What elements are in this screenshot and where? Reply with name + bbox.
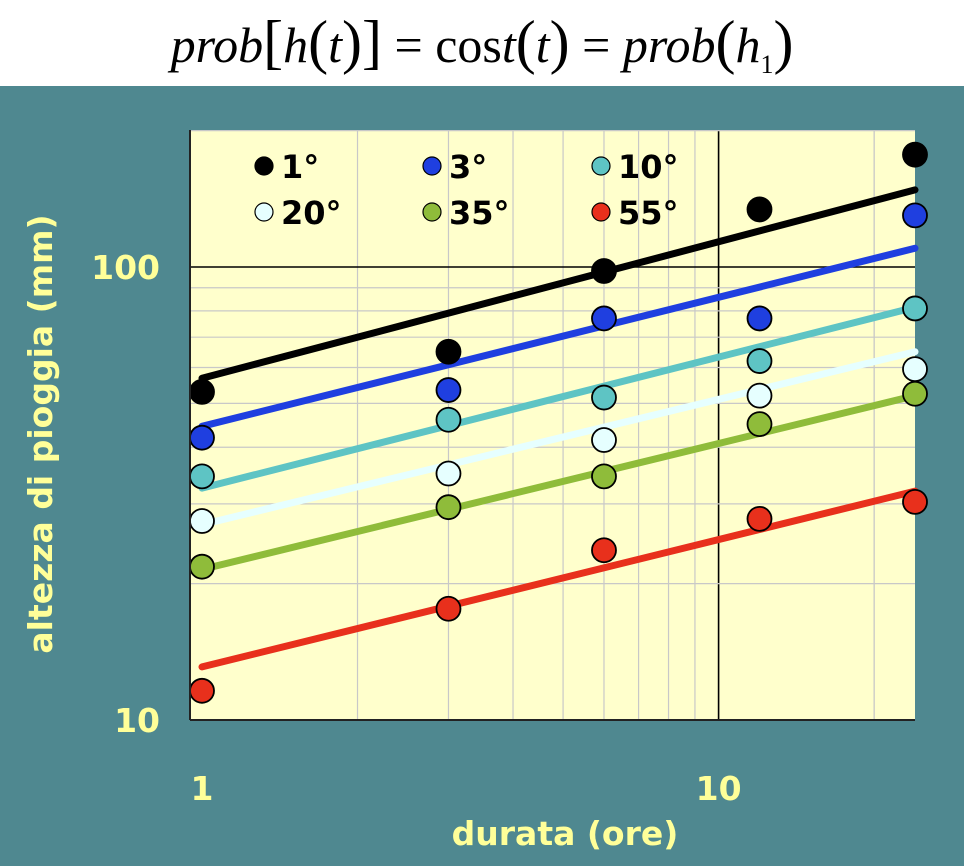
data-point [591, 427, 617, 453]
data-point [746, 411, 773, 437]
formula-t: t [328, 17, 343, 73]
data-point [902, 202, 928, 229]
legend-marker [254, 156, 274, 176]
data-point [591, 463, 617, 490]
data-point [591, 537, 617, 564]
data-point [902, 356, 928, 383]
data-point [746, 505, 773, 532]
data-point [746, 348, 773, 374]
data-point [902, 295, 928, 322]
data-point [189, 424, 215, 451]
formula-prob: prob [622, 17, 716, 73]
formula-band: prob[h(t)] = cost(t) = prob(h1) [0, 0, 964, 86]
tick-labels: 1 10 10 100 [91, 248, 741, 808]
y-tick-label: 100 [91, 248, 160, 287]
data-point [591, 258, 617, 284]
data-point [746, 196, 773, 223]
data-point [746, 382, 773, 409]
data-point [189, 677, 215, 704]
data-point [189, 463, 215, 490]
data-point [591, 384, 617, 411]
fit-line [198, 348, 919, 529]
formula-h: h [283, 17, 309, 73]
formula-subscript: 1 [760, 50, 774, 79]
fit-line [198, 392, 919, 573]
data-point [591, 305, 617, 332]
legend-label: 20° [281, 194, 342, 232]
fit-line [198, 186, 919, 382]
legend-label: 35° [449, 194, 510, 232]
legend-label: 10° [618, 148, 679, 186]
axes [189, 130, 915, 721]
formula-cos: cos [435, 17, 502, 73]
formula-t: t [501, 17, 516, 73]
fit-lines [198, 186, 919, 671]
legend-marker [254, 202, 274, 222]
x-axis-label: durata (ore) [452, 814, 679, 853]
data-point [902, 141, 928, 168]
data-point [189, 508, 215, 534]
fit-line [198, 244, 919, 430]
fit-line [198, 487, 919, 671]
data-point [435, 406, 462, 433]
formula-t: t [535, 17, 550, 73]
grid [190, 130, 915, 720]
legend-marker [591, 156, 611, 176]
y-tick-label: 10 [114, 701, 160, 740]
data-point [435, 494, 462, 521]
data-point [746, 305, 773, 332]
y-axis-label: altezza di pioggia (mm) [21, 214, 60, 653]
legend: 1° 3° 10° 20° 35° 55° [254, 148, 679, 232]
data-point [435, 595, 462, 622]
data-point [435, 460, 462, 487]
legend-label: 3° [449, 148, 487, 186]
formula: prob[h(t)] = cost(t) = prob(h1) [170, 9, 794, 79]
data-point [189, 553, 215, 580]
legend-label: 1° [281, 148, 319, 186]
legend-marker [422, 156, 442, 176]
fit-line [198, 303, 919, 492]
data-point [435, 377, 462, 403]
x-tick-label: 10 [696, 769, 742, 808]
data-point [902, 380, 928, 407]
legend-label: 55° [618, 194, 679, 232]
data-point [902, 489, 928, 515]
x-tick-label: 1 [191, 769, 214, 808]
legend-marker [422, 202, 442, 222]
formula-prob: prob [170, 17, 264, 73]
formula-h1: h [735, 17, 761, 73]
legend-marker [591, 202, 611, 222]
data-points [189, 141, 928, 704]
data-point [189, 379, 215, 405]
data-point [435, 338, 462, 365]
